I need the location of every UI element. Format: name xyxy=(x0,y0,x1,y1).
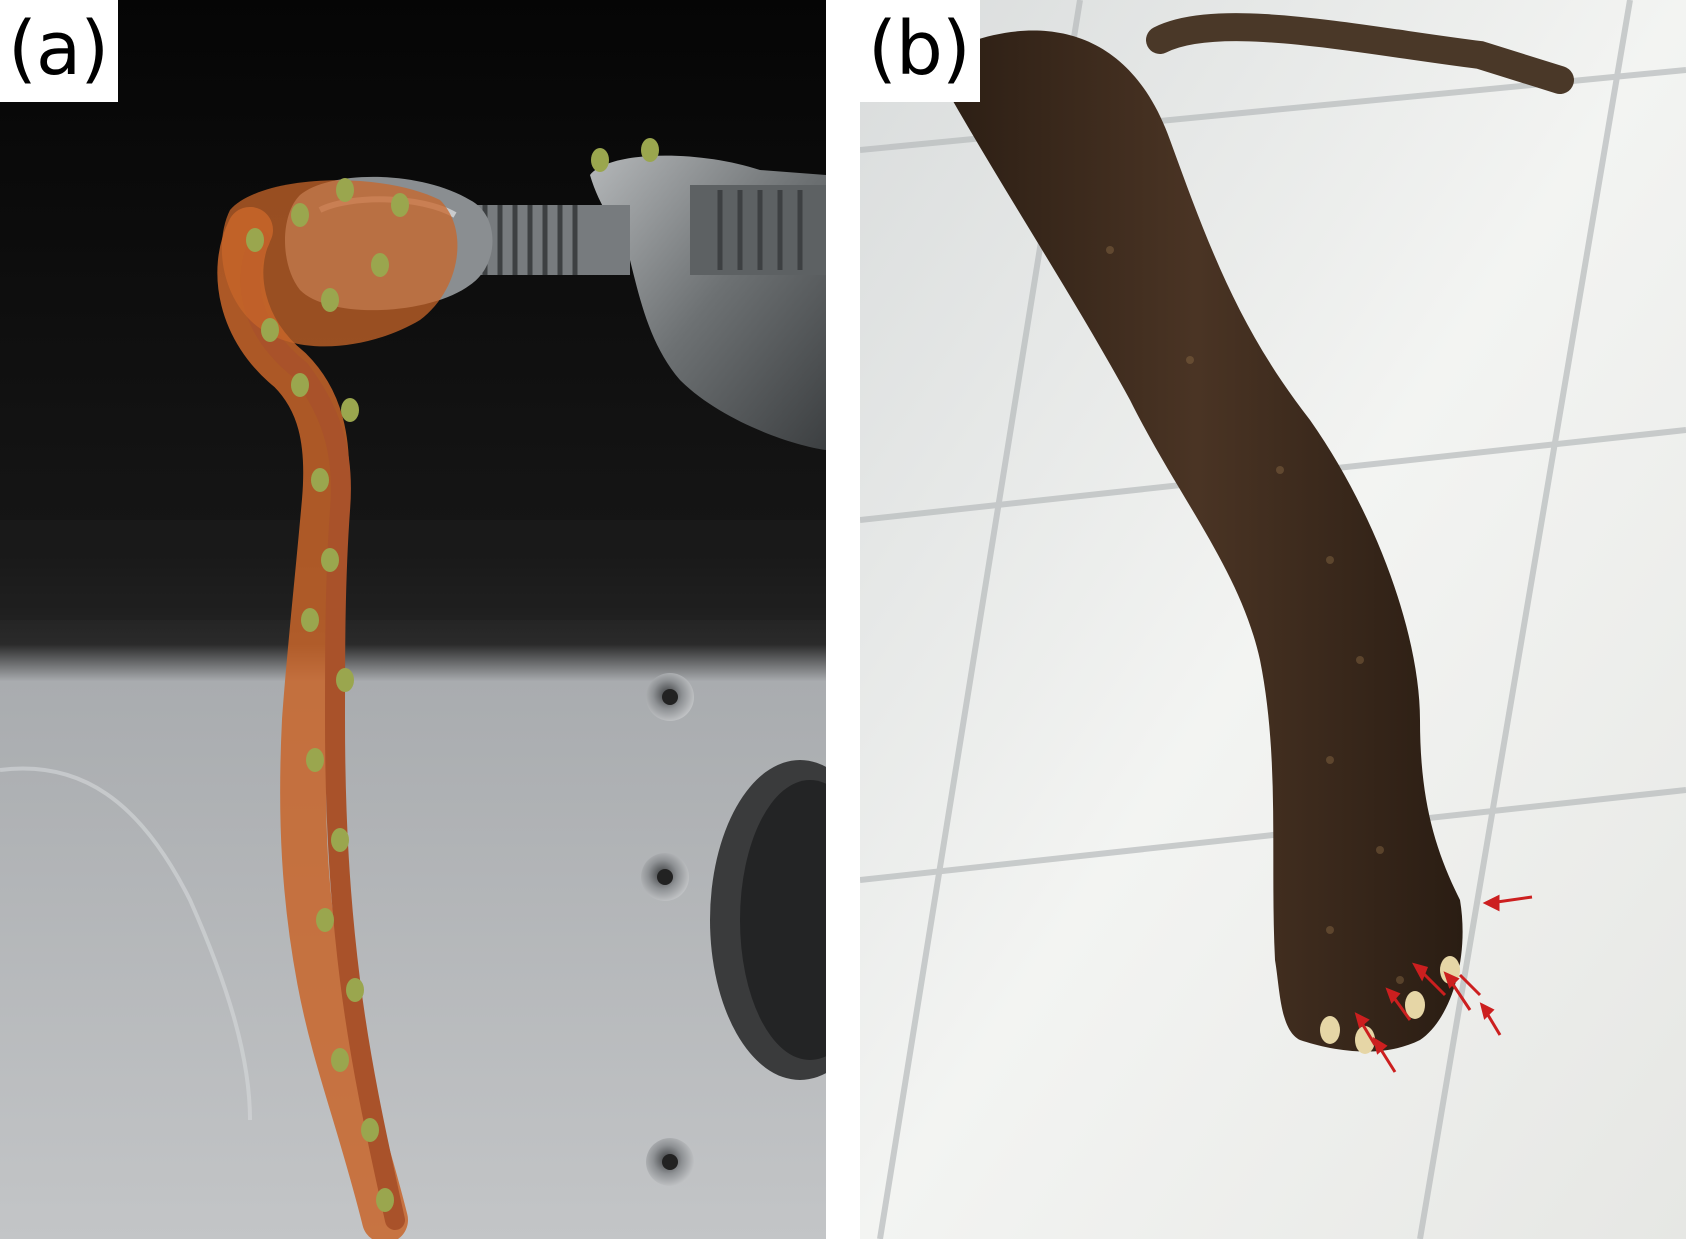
ant-chain xyxy=(217,138,659,1239)
panel-label-a: (a) xyxy=(0,0,119,102)
panel-label-b: (b) xyxy=(860,0,980,102)
bolt-icon xyxy=(641,673,694,1186)
red-arrow-icon xyxy=(1354,894,1533,1073)
panel-label-a-text: (a) xyxy=(8,6,109,92)
panel-label-b-text: (b) xyxy=(868,6,971,92)
ant-chain-photo xyxy=(0,0,826,1239)
photo-panel-b: (b) xyxy=(860,0,1686,1239)
ant-tower-photo xyxy=(860,0,1686,1239)
photo-panel-a: (a) xyxy=(0,0,826,1239)
